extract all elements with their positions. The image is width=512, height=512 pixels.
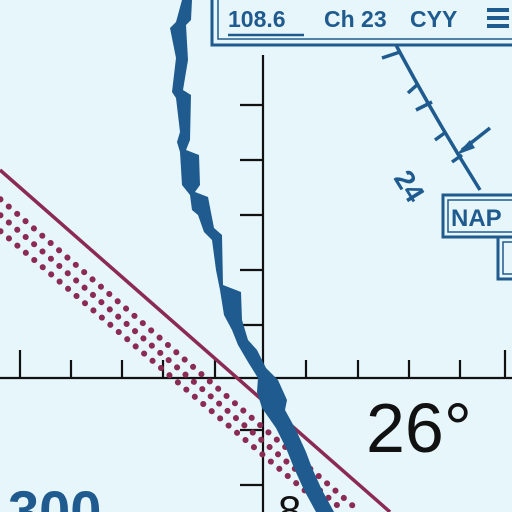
boundary-dots-row-3	[0, 226, 333, 512]
airway-boundary	[170, 0, 334, 512]
latitude-label: 26°	[366, 389, 472, 467]
navaid-frequency: 108.6	[228, 6, 286, 32]
boundary-line	[0, 168, 392, 512]
morse-code-icon	[487, 8, 509, 28]
restricted-area-boundary	[0, 168, 392, 512]
boundary-dots-row-2	[0, 210, 348, 512]
compass-rose	[381, 29, 492, 191]
heading-arrow-icon	[456, 140, 475, 155]
compass-label: 24	[388, 165, 431, 208]
navaid-identifier: CYY	[410, 6, 457, 32]
waypoint-box[interactable]: NAP	[441, 193, 512, 281]
navaid-channel: Ch 23	[324, 6, 387, 32]
waypoint-label: NAP	[451, 205, 502, 232]
bottom-number-label: 8	[278, 487, 301, 512]
boundary-dots-row-1	[0, 194, 363, 512]
navaid-info-box[interactable]: 108.6 Ch 23 CYY	[210, 0, 512, 47]
altitude-label: 300	[8, 479, 101, 512]
compass-arc	[386, 29, 482, 191]
